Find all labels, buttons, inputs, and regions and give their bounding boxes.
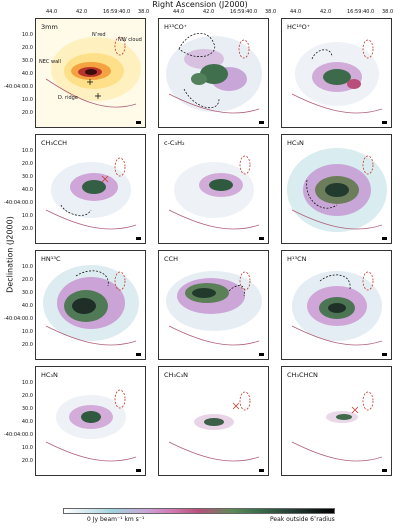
dec-tick: 40.0 <box>21 303 33 309</box>
panel-ch3chcn: CH₃CHCN <box>281 366 392 476</box>
dec-tick: 20.0 <box>21 45 33 51</box>
left-axis-label: Declination (J2000) <box>5 216 15 293</box>
map-image <box>36 135 145 243</box>
dec-tick: 30.0 <box>21 58 33 64</box>
dec-tick: 10.0 <box>21 213 33 219</box>
panel-hc3n: HC₃N <box>281 134 392 244</box>
ra-tick: 16:59:40.0 <box>347 9 375 15</box>
dec-tick: 10.0 <box>21 264 33 270</box>
map-image <box>282 135 391 243</box>
dec-tick: 10.0 <box>21 329 33 335</box>
panel-label: HC₃N <box>41 371 58 379</box>
panel-label: CH₃CCH <box>41 139 67 147</box>
dec-tick: -40:04:00.0 <box>3 432 33 438</box>
dec-tick: -40:04:00.0 <box>3 84 33 90</box>
map-image <box>36 251 145 359</box>
panel-h13co: H¹³CO⁺ <box>158 18 269 128</box>
colorbar-right-label: Peak outside 6″radius <box>270 516 335 523</box>
annotation-d-ridge: D. ridge <box>58 95 78 101</box>
panel-label: CH₃C₃N <box>164 371 189 379</box>
ra-tick: 42.0 <box>203 9 215 15</box>
panel-hn13c: HN¹³C <box>35 250 146 360</box>
panel-hc18o: HC¹⁸O⁺ <box>281 18 392 128</box>
map-image <box>282 251 391 359</box>
dec-tick: -40:04:00.0 <box>3 200 33 206</box>
dec-tick: 20.0 <box>21 226 33 232</box>
dec-tick: 10.0 <box>21 148 33 154</box>
map-image <box>36 19 145 127</box>
dec-tick: 10.0 <box>21 32 33 38</box>
panel-label: HC₃N <box>287 139 304 147</box>
annotation-nw-cloud: NW cloud <box>118 37 142 43</box>
map-image <box>159 367 268 475</box>
panel-cch: CCH <box>158 250 269 360</box>
dec-tick: 10.0 <box>21 380 33 386</box>
colorbar-left-label: 0 Jy beam⁻¹ km s⁻¹ <box>87 516 145 523</box>
panel-ch3c3n: CH₃C₃N <box>158 366 269 476</box>
dec-tick: 20.0 <box>21 277 33 283</box>
colorbar <box>63 508 335 514</box>
ra-tick: 42.0 <box>76 9 88 15</box>
panel-3mm: 3mm NW cloud N’red NEC wall D. ridge <box>35 18 146 128</box>
panel-label: 3mm <box>41 23 58 31</box>
ra-tick: 38.0 <box>382 9 394 15</box>
map-image <box>159 19 268 127</box>
panel-label: CCH <box>164 255 178 263</box>
ra-tick: 44.0 <box>46 9 58 15</box>
panel-label: CH₃CHCN <box>287 371 318 379</box>
map-image <box>159 251 268 359</box>
panel-hc3n-2: HC₃N <box>35 366 146 476</box>
ra-tick: 44.0 <box>173 9 185 15</box>
annotation-nec-wall: NEC wall <box>39 59 61 65</box>
dec-tick: -40:04:00.0 <box>3 316 33 322</box>
ra-tick: 16:59:40.0 <box>103 9 131 15</box>
ra-tick: 44.0 <box>290 9 302 15</box>
map-image <box>282 367 391 475</box>
ra-tick: 42.0 <box>320 9 332 15</box>
dec-tick: 40.0 <box>21 71 33 77</box>
ra-tick: 38.0 <box>138 9 150 15</box>
ra-tick: 16:59:40.0 <box>230 9 258 15</box>
panel-label: HC¹⁸O⁺ <box>287 23 311 31</box>
dec-tick: 20.0 <box>21 458 33 464</box>
panel-label: H¹³CN <box>287 255 307 263</box>
dec-tick: 40.0 <box>21 419 33 425</box>
top-axis-label: Right Ascension (J2000) <box>152 0 248 9</box>
ra-tick: 38.0 <box>265 9 277 15</box>
map-image <box>282 19 391 127</box>
dec-tick: 30.0 <box>21 406 33 412</box>
panel-h13cn: H¹³CN <box>281 250 392 360</box>
panel-label: HN¹³C <box>41 255 61 263</box>
dec-tick: 20.0 <box>21 342 33 348</box>
dec-tick: 30.0 <box>21 174 33 180</box>
annotation-n-red: N’red <box>92 32 106 38</box>
dec-tick: 20.0 <box>21 393 33 399</box>
map-image <box>159 135 268 243</box>
dec-tick: 10.0 <box>21 97 33 103</box>
dec-tick: 40.0 <box>21 187 33 193</box>
panel-c-c3h2: c-C₃H₂ <box>158 134 269 244</box>
panel-ch3cch: CH₃CCH <box>35 134 146 244</box>
panel-label: c-C₃H₂ <box>164 139 185 147</box>
dec-tick: 10.0 <box>21 445 33 451</box>
map-image <box>36 367 145 475</box>
dec-tick: 20.0 <box>21 161 33 167</box>
dec-tick: 20.0 <box>21 110 33 116</box>
panel-label: H¹³CO⁺ <box>164 23 188 31</box>
dec-tick: 30.0 <box>21 290 33 296</box>
